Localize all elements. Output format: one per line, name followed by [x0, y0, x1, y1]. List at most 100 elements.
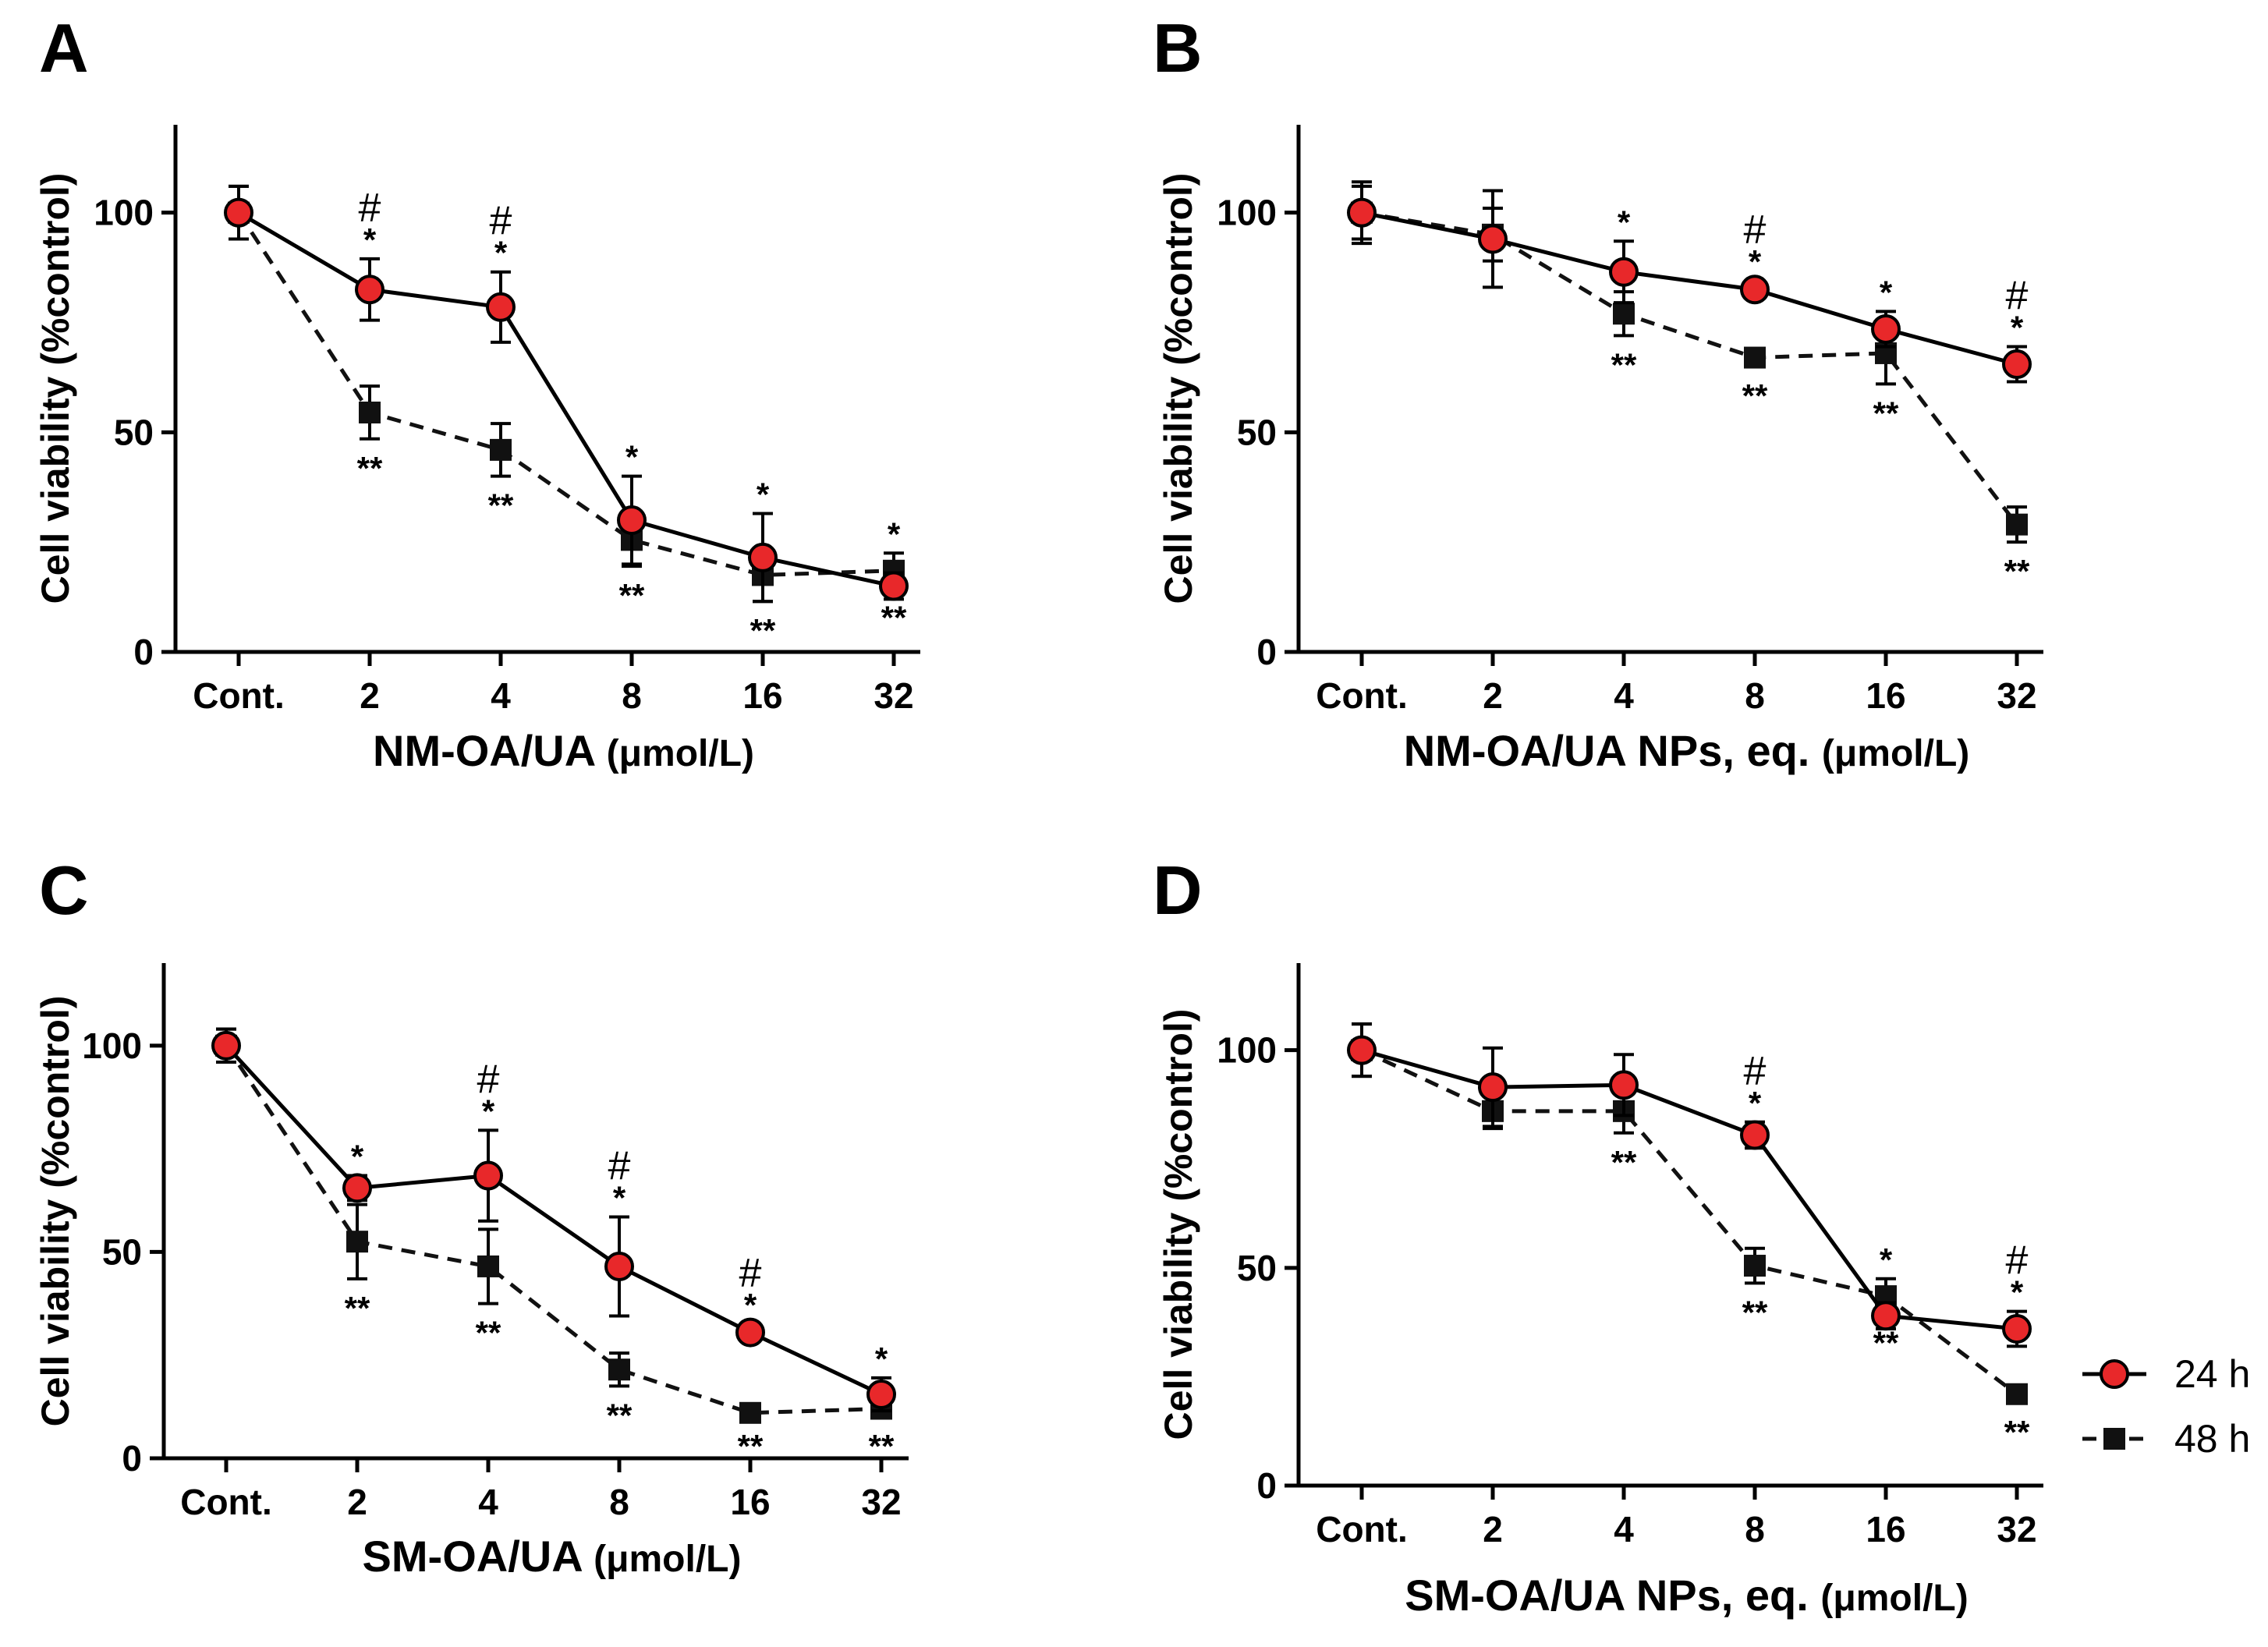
panel-a-y-tick-label: 50: [114, 412, 154, 452]
panel-a-x-label: NM-OA/UA (μmol/L): [373, 726, 754, 775]
panel-b: B 0 50 100 Cont. 2 4 8 16 32 Cell viability (%cont…: [1153, 9, 2043, 775]
panel-c-series-48h-point: [608, 1358, 630, 1381]
panel-a-sig-48h: **: [619, 577, 645, 614]
panel-b-y-tick-label: 100: [1217, 193, 1277, 233]
panel-b-series-24h-point: [2002, 349, 2032, 380]
panel-b-y-tick-label: 0: [1256, 632, 1277, 672]
panel-c-series-24h-point: [342, 1173, 372, 1203]
panel-a-x-tick-label: 16: [742, 675, 782, 716]
panel-a-sig-24h: *: [625, 439, 639, 476]
legend-item-24h: 24 h: [2082, 1352, 2250, 1396]
panel-d-series-24h: [1347, 1022, 2032, 1348]
panel-c-series-24h-point: [866, 1379, 896, 1409]
panel-a-series-24h-point: [486, 292, 516, 322]
panel-a-sig-24h: *: [494, 235, 508, 271]
panel-d-series-48h-line: [1360, 1048, 2018, 1396]
panel-a-sig-48h: **: [881, 599, 907, 636]
panel-b-series-48h: [1351, 184, 2028, 544]
panel-a-series-24h-point: [617, 505, 647, 535]
panel-a-series-48h: [228, 184, 905, 604]
panel-a-series-48h-point: [490, 438, 512, 461]
panel-d-series-48h: [1351, 1022, 2028, 1405]
legend: 24 h 48 h: [2082, 1352, 2250, 1461]
panel-d-sig-24h: *: [2011, 1274, 2024, 1311]
panel-a-sig-48h: **: [488, 487, 514, 524]
panel-c-sig-48h: **: [607, 1397, 633, 1433]
legend-marker-square: [2103, 1428, 2125, 1450]
panel-c-x-tick-label: 4: [478, 1482, 498, 1522]
panel-d-x-tick-label: Cont.: [1316, 1509, 1408, 1550]
panel-d: D 0 50 100 Cont. 2 4 8 16 32 Cell viability (%cont…: [1153, 852, 2043, 1620]
panel-c-y-tick-label: 0: [122, 1438, 142, 1479]
panel-d-series-24h-line: [1361, 1048, 2018, 1331]
panel-c-series-48h-line: [224, 1044, 882, 1415]
panel-d-series-24h-point: [1871, 1301, 1901, 1331]
panel-d-series-48h-point: [2006, 1383, 2028, 1405]
panel-d-sig-48h: **: [1873, 1324, 1899, 1361]
panel-b-letter: B: [1153, 9, 1203, 87]
panel-b-series-24h-point: [1347, 197, 1377, 228]
panel-d-sig-24h: *: [1749, 1085, 1762, 1121]
panel-c-series-48h-point: [477, 1255, 499, 1277]
panel-b-x-tick-label: 16: [1866, 675, 1905, 716]
panel-c-series-24h-point: [604, 1251, 634, 1281]
panel-d-x-label: SM-OA/UA NPs, eq. (μmol/L): [1405, 1571, 1968, 1620]
panel-c-sig-hash: #: [608, 1143, 631, 1188]
panel-d-y-tick-label: 50: [1237, 1248, 1277, 1288]
panel-b-series-48h-line: [1361, 211, 2018, 526]
panel-c-y-tick-label: 100: [82, 1025, 142, 1066]
panel-c-y-tick-label: 50: [102, 1231, 142, 1272]
panel-d-series-24h-point: [1740, 1120, 1770, 1150]
panel-a: A 0 50 100 Cont. 2 4 8 16 32 Cell viability (%cont…: [34, 9, 920, 775]
panel-d-x-tick-label: 4: [1614, 1509, 1634, 1550]
panel-b-x-tick-label: 4: [1614, 675, 1634, 716]
panel-d-series-24h-point: [2002, 1314, 2032, 1344]
legend-label: 24 h: [2174, 1352, 2250, 1396]
panel-c-sig-48h: **: [345, 1290, 370, 1326]
panel-a-sig-48h: **: [357, 450, 383, 487]
panel-d-sig-hash: #: [1744, 1049, 1767, 1094]
panel-d-series-24h-point: [1478, 1072, 1508, 1103]
panel-a-x-label-main: NM-OA/UA: [373, 726, 607, 775]
panel-c-x-tick-label: 32: [861, 1482, 901, 1522]
panel-b-sig-24h: *: [1749, 243, 1762, 280]
panel-c-series-48h-point: [346, 1231, 368, 1253]
panel-d-y-tick-label: 100: [1217, 1030, 1277, 1071]
panel-d-x-label-main: SM-OA/UA NPs, eq.: [1405, 1571, 1820, 1620]
panel-b-sig-hash: #: [2006, 273, 2029, 318]
panel-a-sig-hash: #: [359, 186, 381, 231]
panel-d-y-tick-label: 0: [1256, 1465, 1277, 1506]
panel-b-x-tick-label: 8: [1745, 675, 1765, 716]
panel-a-sig-24h: *: [363, 221, 377, 258]
panel-c-x-tick-label: Cont.: [180, 1482, 272, 1522]
panel-b-series-48h-point: [2006, 513, 2028, 536]
panel-b-sig-24h: *: [1880, 274, 1893, 310]
panel-a-series-24h-point: [748, 542, 778, 572]
panel-b-sig-hash: #: [1744, 207, 1767, 253]
panel-b-series-24h-point: [1740, 274, 1770, 305]
panel-d-sig-24h: *: [1880, 1241, 1893, 1278]
panel-b-x-tick-label: 2: [1483, 675, 1503, 716]
panel-c-sig-48h: **: [476, 1315, 501, 1351]
panel-c-x-label: SM-OA/UA (μmol/L): [363, 1532, 742, 1581]
panel-d-x-tick-label: 2: [1483, 1509, 1503, 1550]
panel-d-x-tick-label: 16: [1866, 1509, 1905, 1550]
panel-d-sig-hash: #: [2006, 1238, 2029, 1284]
panel-b-sig-48h: **: [2004, 553, 2030, 590]
panel-b-sig-48h: **: [1742, 377, 1768, 414]
panel-b-y-tick-label: 50: [1237, 412, 1277, 452]
panel-b-x-tick-label: 32: [1997, 675, 2036, 716]
panel-a-series-48h-point: [359, 401, 381, 423]
panel-c-series-48h-point: [739, 1401, 761, 1424]
panel-b-series-24h-line: [1361, 211, 2018, 367]
panel-d-sig-48h: **: [1611, 1144, 1637, 1181]
panel-c-x-label-unit: (μmol/L): [594, 1539, 741, 1580]
panel-a-sig-48h: **: [750, 612, 776, 649]
panel-c-series-24h: [211, 1027, 896, 1413]
panel-b-x-label-unit: (μmol/L): [1822, 733, 1969, 774]
panel-c-sig-48h: **: [869, 1428, 895, 1465]
panel-c-series-48h: [215, 1027, 892, 1424]
panel-c-sig-24h: *: [351, 1139, 364, 1175]
legend-label: 48 h: [2174, 1417, 2250, 1461]
panel-c-x-label-main: SM-OA/UA: [363, 1532, 594, 1581]
